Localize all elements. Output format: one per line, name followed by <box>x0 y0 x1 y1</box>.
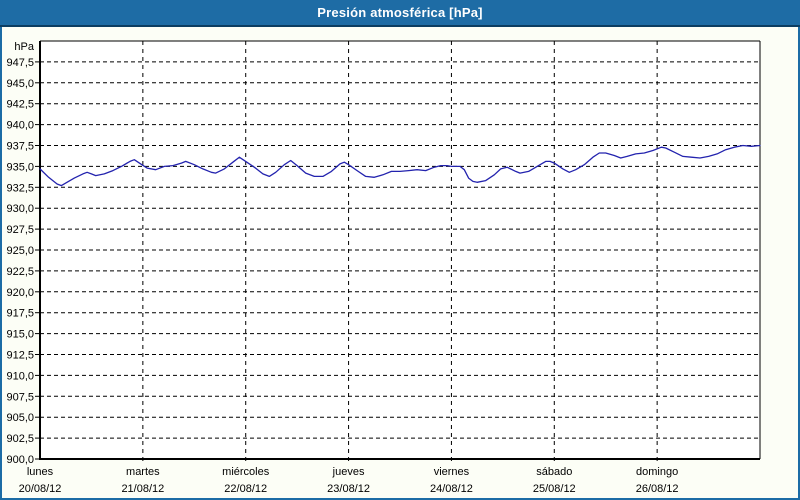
x-day-date: 24/08/12 <box>430 483 473 495</box>
x-day-date: 20/08/12 <box>19 483 62 495</box>
title-bar: Presión atmosférica [hPa] <box>0 0 800 27</box>
x-day-name: jueves <box>332 466 365 478</box>
y-tick-label: 900,0 <box>6 454 34 466</box>
x-day-name: viernes <box>434 466 470 478</box>
y-tick-label: 925,0 <box>6 245 34 257</box>
y-tick-label: 910,0 <box>6 370 34 382</box>
x-day-date: 25/08/12 <box>533 483 576 495</box>
y-tick-label: 905,0 <box>6 412 34 424</box>
x-day-name: miércoles <box>222 466 270 478</box>
y-axis-unit-label: hPa <box>14 41 34 53</box>
x-day-name: domingo <box>636 466 678 478</box>
y-tick-label: 912,5 <box>6 350 34 362</box>
y-tick-label: 922,5 <box>6 266 34 278</box>
y-tick-label: 920,0 <box>6 287 34 299</box>
x-day-date: 23/08/12 <box>327 483 370 495</box>
chart-title: Presión atmosférica [hPa] <box>317 5 483 20</box>
x-day-name: martes <box>126 466 160 478</box>
pressure-line <box>39 144 761 187</box>
y-tick-label: 942,5 <box>6 99 34 111</box>
y-tick-label: 945,0 <box>6 78 34 90</box>
y-tick-label: 907,5 <box>6 391 34 403</box>
y-tick-label: 902,5 <box>6 433 34 445</box>
y-tick-label: 940,0 <box>6 120 34 132</box>
y-tick-label: 937,5 <box>6 141 34 153</box>
y-tick-label: 932,5 <box>6 182 34 194</box>
y-tick-label: 935,0 <box>6 161 34 173</box>
y-tick-label: 915,0 <box>6 329 34 341</box>
y-tick-label: 930,0 <box>6 203 34 215</box>
x-day-name: sábado <box>536 466 572 478</box>
x-day-date: 22/08/12 <box>224 483 267 495</box>
x-day-name: lunes <box>27 466 54 478</box>
x-day-date: 26/08/12 <box>636 483 679 495</box>
y-tick-label: 917,5 <box>6 308 34 320</box>
y-tick-label: 947,5 <box>6 57 34 69</box>
x-day-date: 21/08/12 <box>121 483 164 495</box>
y-tick-label: 927,5 <box>6 224 34 236</box>
